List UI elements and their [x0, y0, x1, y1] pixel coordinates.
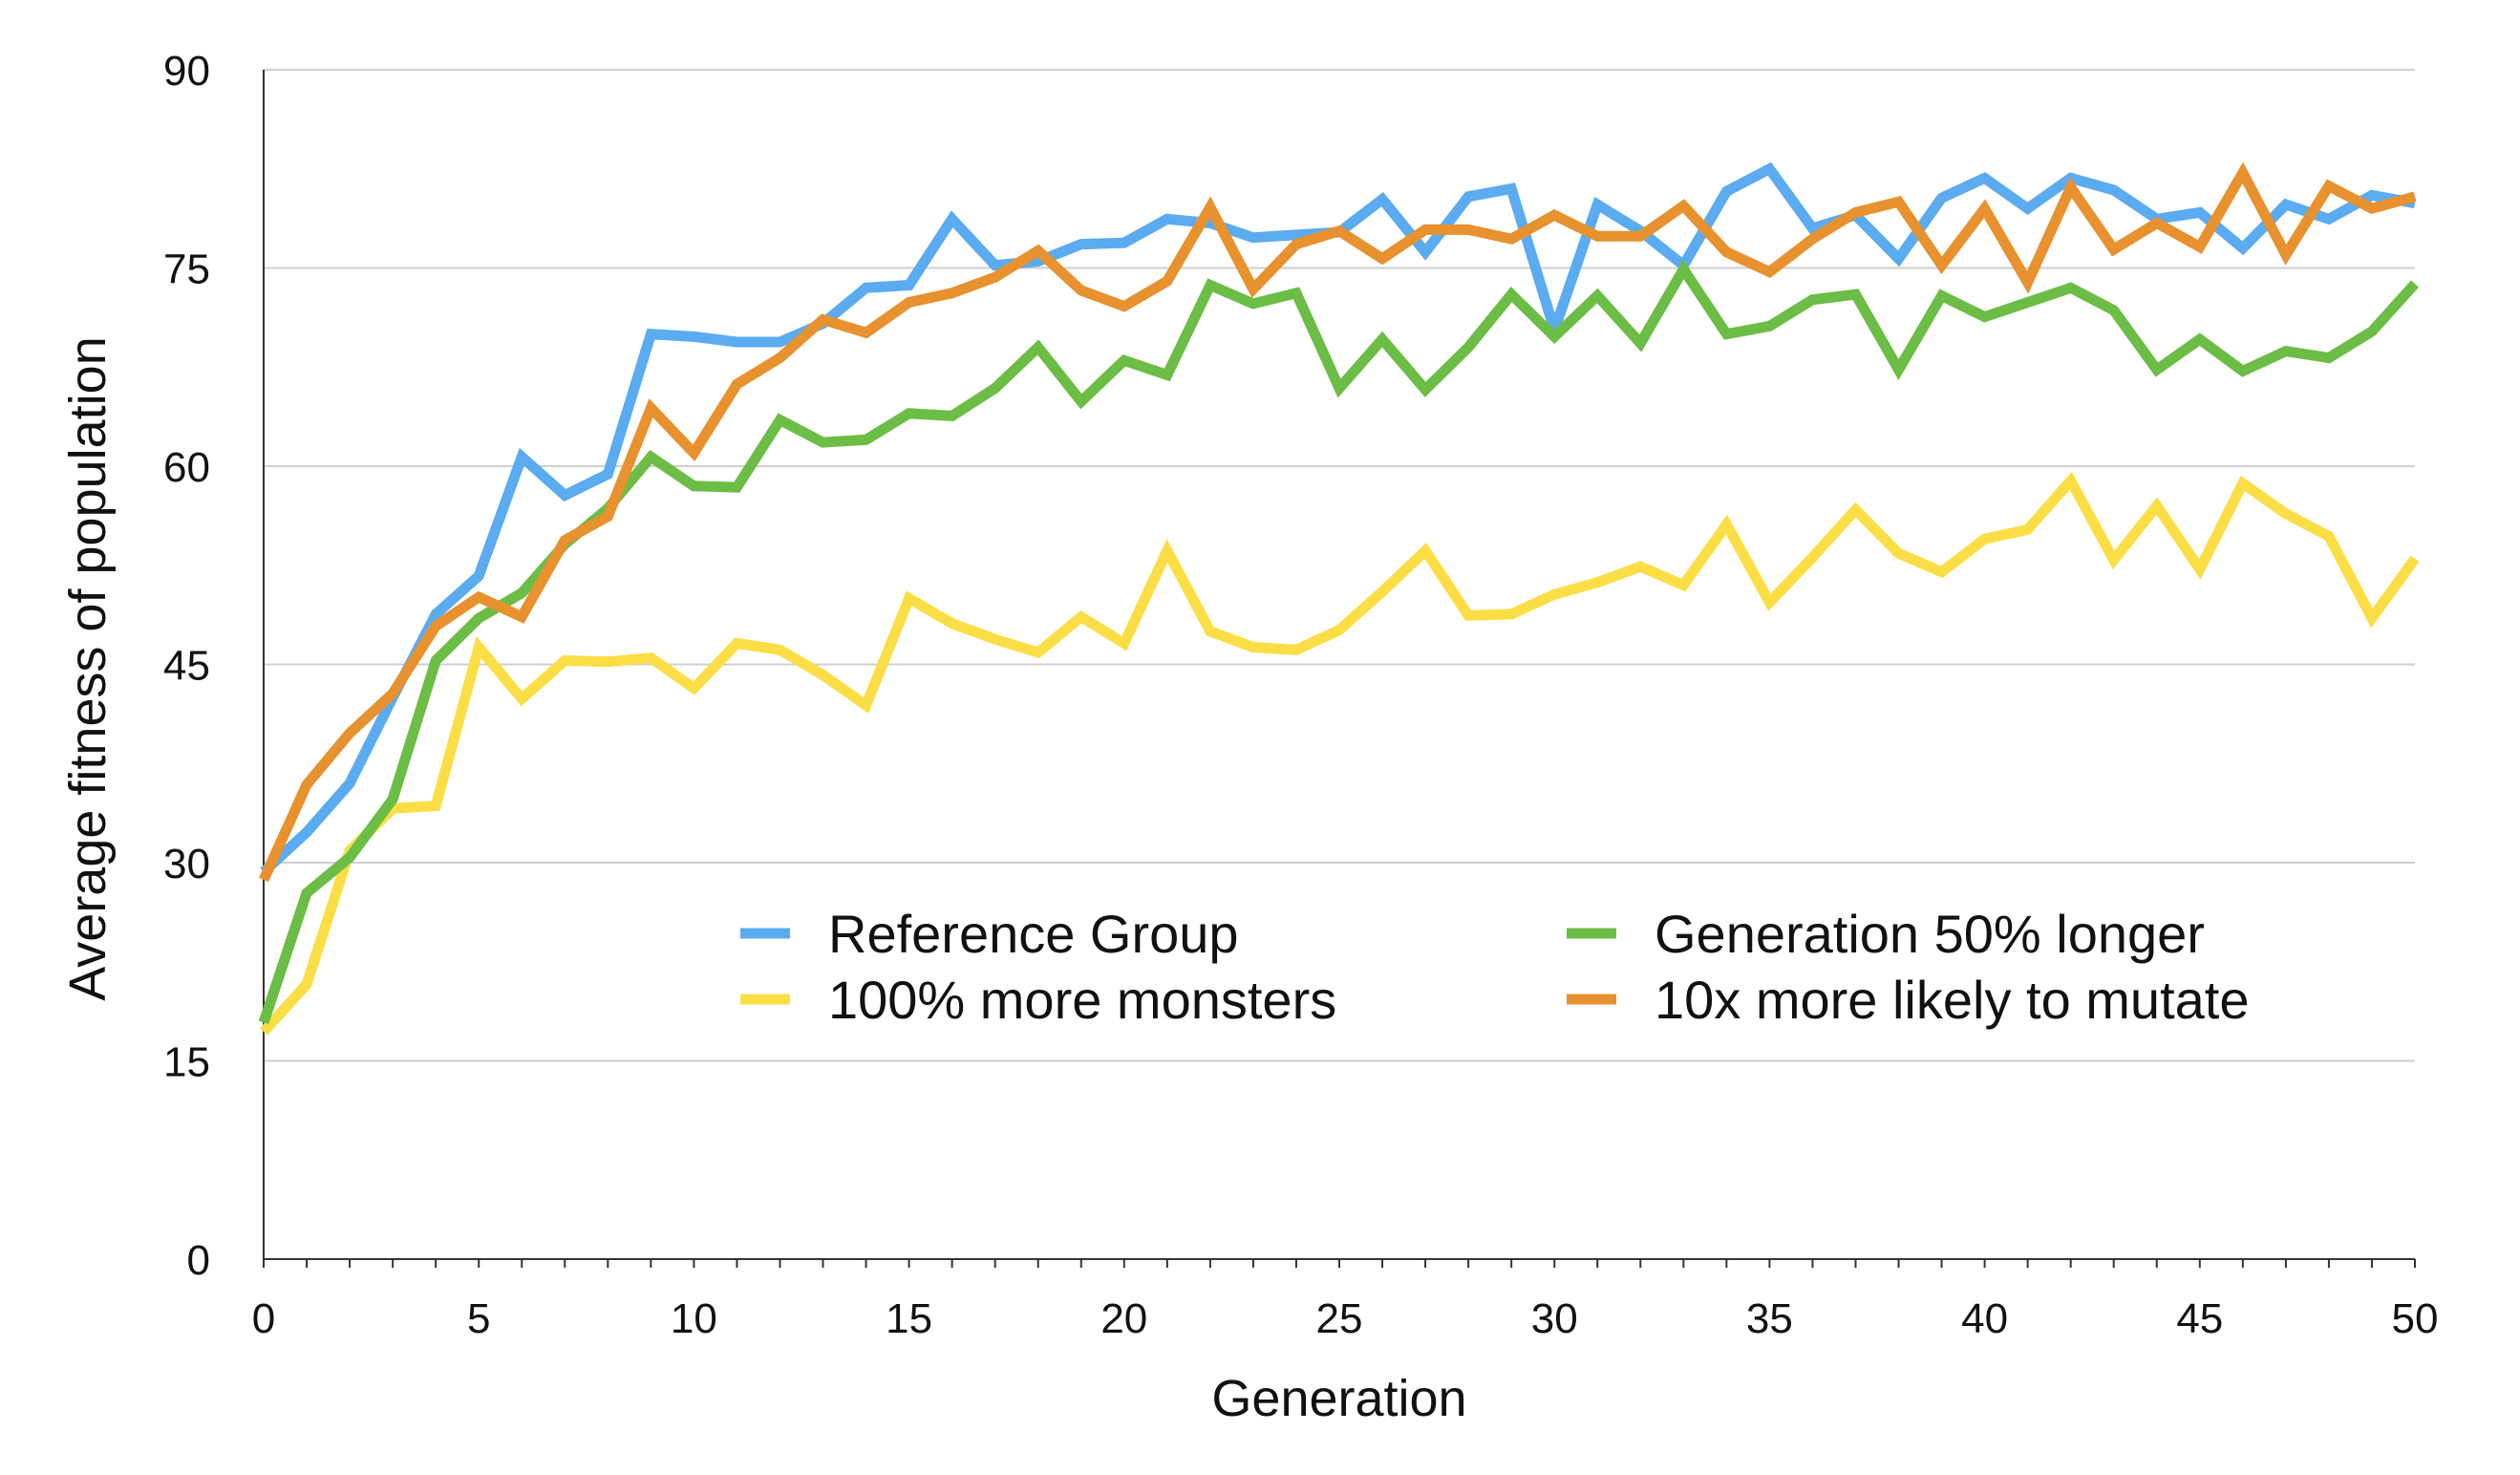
y-tick-label: 45 — [163, 643, 210, 690]
x-tick-label: 30 — [1531, 1295, 1578, 1342]
x-tick-label: 50 — [2392, 1295, 2439, 1342]
axes — [263, 70, 2416, 1268]
y-tick-label: 30 — [163, 841, 210, 887]
legend-label: 100% more monsters — [828, 970, 1336, 1030]
x-tick-label: 20 — [1100, 1295, 1147, 1342]
y-axis-title: Average fitness of population — [59, 336, 117, 1001]
y-tick-label: 60 — [163, 444, 210, 491]
series-lines — [258, 161, 2420, 1036]
x-tick-label: 25 — [1316, 1295, 1363, 1342]
x-tick-label: 35 — [1746, 1295, 1793, 1342]
legend: Reference Group Generation 50% longer 100%… — [740, 904, 2249, 1030]
x-tick-label: 10 — [671, 1295, 717, 1342]
legend-label: Generation 50% longer — [1655, 904, 2205, 964]
x-tick-label: 40 — [1961, 1295, 2008, 1342]
y-tick-label: 15 — [163, 1039, 210, 1086]
x-tick-label: 15 — [886, 1295, 932, 1342]
x-axis-title: Generation — [1211, 1370, 1466, 1427]
legend-label: 10x more likely to mutate — [1655, 970, 2249, 1030]
y-tick-label: 75 — [163, 246, 210, 293]
x-tick-label: 5 — [467, 1295, 490, 1342]
tick-labels: 0 15 30 45 60 75 90 0 5 10 15 20 25 30 35 40 45 50 — [163, 48, 2438, 1342]
y-tick-label: 0 — [187, 1237, 210, 1284]
x-tick-label: 0 — [252, 1295, 275, 1342]
legend-label: Reference Group — [828, 904, 1239, 964]
series-line-4 — [258, 161, 2417, 883]
y-tick-label: 90 — [163, 48, 210, 95]
x-tick-label: 45 — [2176, 1295, 2223, 1342]
series-line-2 — [259, 471, 2420, 1036]
